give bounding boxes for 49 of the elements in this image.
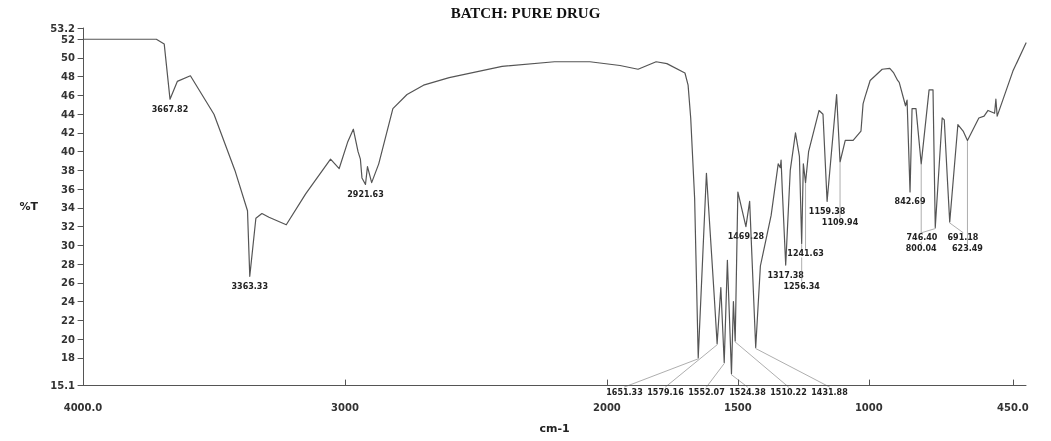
y-tick-label: 18 [61,352,76,364]
y-tick-label: 34 [61,202,76,214]
y-tick-label: 46 [61,89,76,101]
x-tick-label: 1500 [723,401,752,413]
annotation: 1431.88 [811,387,849,397]
annotation: 1469.28 [727,232,765,242]
y-tick-label: 44 [61,108,76,120]
y-tick-label: 15.1 [50,379,76,391]
annotation: 691.18 [947,233,979,243]
annotation: 1241.63 [787,249,824,259]
annotation: 746.40 [906,233,938,243]
y-tick-label: 50 [61,52,76,64]
annotation: 1510.22 [770,387,807,397]
y-tick-label: 48 [61,71,76,83]
x-tick-label: 1000 [854,401,883,413]
annotation: 623.49 [952,244,984,254]
x-tick-label: 2000 [592,401,621,413]
x-axis-title: cm-1 [539,422,570,435]
y-tick-label: 38 [61,164,76,176]
chart-title: BATCH: PURE DRUG [450,4,601,21]
x-tick-label: 4000.0 [63,401,103,413]
annotation: 800.04 [905,244,938,254]
y-tick-label: 52 [61,33,76,45]
y-tick-label: 20 [61,333,76,345]
y-axis-title: %T [19,200,39,213]
annotation: 1651.33 [606,387,643,397]
y-tick-label: 32 [61,221,76,233]
y-tick-label: 22 [61,314,76,326]
annotation: 3363.33 [231,281,268,291]
y-tick-label: 26 [61,277,76,289]
annotation: 842.69 [894,197,926,207]
annotation: 1256.34 [783,281,821,291]
annotation: 1579.16 [647,387,685,397]
annotation: 1317.38 [767,270,805,280]
annotation: 2921.63 [347,189,384,199]
annotation: 1552.07 [688,387,725,397]
y-tick-label: 42 [61,127,76,139]
x-tick-label: 3000 [331,401,359,413]
y-tick-label: 53.2 [50,22,76,34]
y-tick-label: 28 [61,258,76,270]
annotation: 3667.82 [151,104,189,114]
y-tick-label: 40 [61,146,76,158]
y-tick-label: 36 [61,183,76,195]
x-tick-label: 450.0 [997,401,1029,413]
annotation: 1159.38 [808,206,846,216]
y-tick-label: 30 [61,239,76,251]
annotation: 1524.38 [729,387,767,397]
annotation: 1109.94 [821,217,859,227]
y-tick-label: 24 [61,296,76,308]
